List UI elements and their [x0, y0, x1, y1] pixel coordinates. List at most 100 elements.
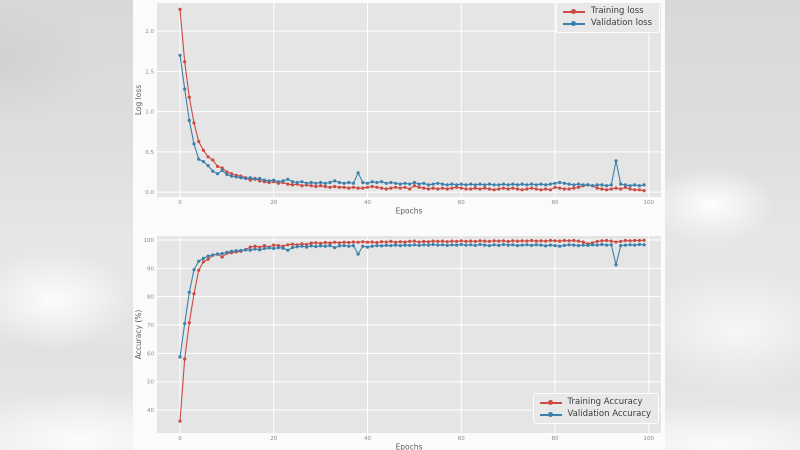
data-point [445, 240, 449, 244]
data-point [511, 243, 515, 247]
data-point [534, 243, 538, 247]
data-point [370, 184, 374, 189]
data-point [380, 240, 384, 244]
data-point [534, 187, 538, 191]
data-point [370, 244, 374, 248]
data-point [637, 184, 641, 188]
data-point [183, 322, 187, 326]
data-point [389, 186, 393, 190]
data-point [511, 239, 515, 243]
data-point [628, 187, 632, 191]
data-point [478, 242, 482, 247]
y-tick-label: 90 [147, 266, 154, 272]
data-point [455, 239, 459, 243]
data-point [469, 182, 473, 186]
data-point [483, 186, 487, 190]
data-point [342, 181, 346, 185]
data-point [637, 242, 641, 247]
data-point [398, 240, 402, 244]
x-tick-label: 20 [270, 436, 277, 442]
data-point [595, 239, 599, 243]
data-point [572, 238, 576, 243]
data-point [530, 243, 534, 247]
data-point [356, 171, 360, 175]
data-point [244, 176, 248, 181]
data-point [515, 183, 520, 187]
data-point [314, 244, 318, 249]
data-point [487, 182, 491, 186]
data-point [614, 159, 618, 163]
data-point [309, 244, 313, 248]
validation-accuracy-marker-icon [539, 412, 562, 417]
data-point [544, 187, 548, 191]
data-point [183, 87, 187, 91]
training-accuracy-marker-icon [539, 400, 562, 405]
data-point [614, 263, 618, 267]
data-point [525, 243, 529, 247]
data-point [628, 243, 632, 247]
data-point [178, 7, 182, 11]
data-point [483, 243, 487, 247]
data-point [473, 243, 477, 247]
data-point [623, 183, 627, 187]
data-point [576, 244, 581, 248]
data-point [361, 180, 365, 185]
data-point [234, 175, 238, 179]
data-point [178, 419, 182, 423]
data-point [558, 239, 562, 243]
data-point [558, 186, 562, 190]
data-point [440, 182, 445, 186]
data-point [553, 185, 557, 189]
data-point [361, 244, 365, 248]
data-point [201, 260, 205, 264]
data-point [178, 53, 182, 57]
data-point [553, 181, 557, 185]
data-point [595, 183, 599, 187]
data-point [492, 188, 496, 192]
data-point [548, 182, 552, 186]
y-tick-label: 1.5 [145, 69, 154, 75]
legend-label-validation-loss: Validation loss [590, 18, 652, 28]
y-axis-label: Log loss [134, 85, 143, 115]
loss-legend: Training loss Validation loss [555, 2, 660, 33]
data-point [464, 187, 468, 191]
data-point [300, 242, 304, 246]
data-point [422, 186, 426, 190]
data-point [333, 179, 337, 183]
accuracy-chart: 0 20 40 60 80 100 40 50 60 70 80 90 100 Epochs Accurac… [133, 225, 665, 450]
data-point [375, 185, 379, 189]
legend-entry-training-loss: Training loss [562, 6, 652, 17]
data-point [398, 186, 402, 190]
data-point [487, 239, 491, 243]
data-point [375, 244, 379, 248]
data-point [562, 187, 566, 191]
data-point [183, 60, 187, 64]
data-point [450, 239, 454, 243]
y-tick-label: 60 [147, 351, 154, 357]
data-point [398, 182, 402, 186]
data-point [333, 240, 337, 244]
data-point [197, 268, 201, 272]
data-point [328, 180, 332, 185]
data-point [365, 245, 370, 249]
data-point [492, 239, 496, 243]
data-point [389, 244, 393, 248]
data-point [281, 179, 285, 183]
data-point [197, 259, 201, 263]
data-point [394, 240, 398, 244]
data-point [497, 187, 501, 191]
data-point [314, 184, 318, 189]
data-point [605, 184, 609, 188]
data-point [506, 187, 510, 191]
data-point [558, 244, 562, 248]
data-point [590, 243, 595, 247]
data-point [595, 243, 599, 247]
data-point [562, 238, 566, 243]
data-point [286, 182, 290, 186]
data-point [464, 239, 468, 243]
data-point [262, 246, 266, 251]
legend-label-training-loss: Training loss [590, 6, 644, 16]
data-point [375, 180, 379, 185]
data-point [501, 242, 506, 247]
data-point [253, 247, 257, 251]
